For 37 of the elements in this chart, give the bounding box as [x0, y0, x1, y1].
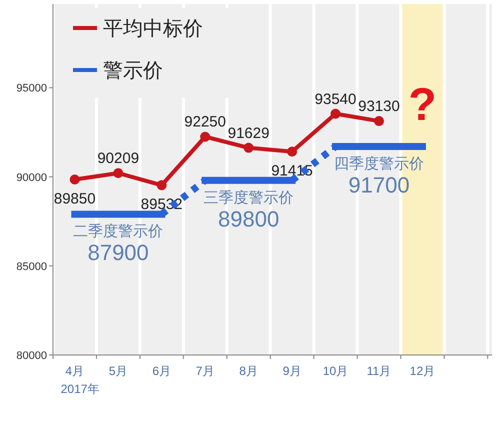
x-tick-label: 9月 [282, 364, 302, 378]
point [156, 180, 167, 190]
data-label: 93130 [358, 98, 400, 116]
legend-label: 警示价 [103, 60, 163, 82]
data-label: 89850 [54, 190, 96, 208]
annotation: ? [408, 78, 437, 130]
point [330, 108, 341, 119]
y-tick-label: 95000 [16, 82, 47, 95]
point [374, 116, 384, 126]
data-label: 89800 [218, 206, 280, 232]
x-tick-label: 11月 [366, 364, 392, 378]
x-tick-label: 4月 [65, 364, 84, 378]
point [287, 146, 298, 157]
point [113, 168, 124, 178]
point [200, 132, 210, 142]
point [70, 174, 80, 184]
annotation: 三季度警示价 [204, 189, 294, 206]
data-label: 91700 [348, 172, 410, 198]
data-label: 91629 [228, 124, 270, 142]
x-tick-label: 5月 [108, 364, 128, 378]
x-tick-label: 6月 [152, 364, 172, 378]
x-tick-label: 10月 [322, 364, 348, 378]
data-label: 87900 [88, 240, 149, 266]
annotation: 四季度警示价 [334, 156, 424, 173]
legend-label: 平均中标价 [103, 18, 203, 40]
x-tick-label: 8月 [239, 364, 258, 378]
data-label: 93540 [314, 90, 356, 108]
x-tick-label: 7月 [196, 364, 214, 378]
text: 2017年 [60, 382, 100, 396]
y-tick-label: 80000 [16, 350, 47, 362]
annotation: 二季度警示价 [73, 223, 164, 240]
point [244, 142, 254, 153]
y-tick-label: 85000 [16, 260, 47, 273]
data-label: 92250 [184, 114, 226, 131]
x-tick-label: 12月 [410, 364, 436, 378]
data-label: 90209 [97, 150, 140, 168]
y-tick-label: 90000 [16, 172, 47, 184]
